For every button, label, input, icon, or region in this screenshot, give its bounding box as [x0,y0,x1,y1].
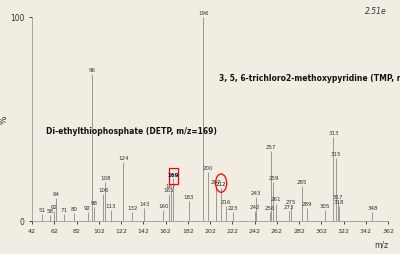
Text: 243: 243 [250,190,261,196]
Text: 51: 51 [38,208,46,212]
Text: 167: 167 [166,183,176,188]
Text: 289: 289 [302,201,312,206]
Text: 92: 92 [84,205,91,210]
Text: 2.51e: 2.51e [364,7,386,16]
Y-axis label: %: % [0,115,8,124]
Text: 305: 305 [319,203,330,208]
Text: 58: 58 [46,208,53,213]
Text: 132: 132 [127,205,137,210]
Text: 348: 348 [367,205,378,210]
Text: 261: 261 [270,197,281,202]
Text: 108: 108 [100,175,111,180]
Text: 315: 315 [330,151,341,156]
Text: 62: 62 [51,204,58,209]
Text: 216: 216 [220,199,231,204]
Text: 313: 313 [328,131,339,136]
Text: 71: 71 [61,207,68,212]
Text: 257: 257 [266,145,276,150]
Text: 285: 285 [297,179,308,184]
Text: 169: 169 [168,172,179,177]
Text: 160: 160 [158,203,168,208]
Text: 223: 223 [228,205,239,210]
Text: 317: 317 [333,195,343,200]
Text: 106: 106 [98,187,108,193]
Text: m/z: m/z [374,239,388,248]
Text: 143: 143 [139,201,150,206]
Text: 200: 200 [202,165,213,170]
Text: 96: 96 [88,68,96,73]
Text: Di-ethylthiophosphate (DETP, m/z=169): Di-ethylthiophosphate (DETP, m/z=169) [46,127,217,136]
Text: 196: 196 [198,11,208,16]
Text: 273: 273 [284,204,294,209]
Text: 165: 165 [164,187,174,193]
Text: 113: 113 [106,203,116,208]
Text: 80: 80 [71,206,78,211]
Text: 64: 64 [53,192,60,197]
Text: 275: 275 [286,199,296,204]
Text: 98: 98 [91,200,98,205]
Text: 183: 183 [184,195,194,200]
Text: 256: 256 [265,205,275,210]
Text: 212: 212 [216,181,226,186]
Text: 207: 207 [210,179,221,184]
Text: 242: 242 [249,204,260,209]
Text: 3, 5, 6-trichloro2-methoxypyridine (TMP, m/z=212): 3, 5, 6-trichloro2-methoxypyridine (TMP,… [219,74,400,83]
Text: 124: 124 [118,155,128,160]
Text: 318: 318 [334,199,344,204]
Text: 259: 259 [268,175,279,180]
